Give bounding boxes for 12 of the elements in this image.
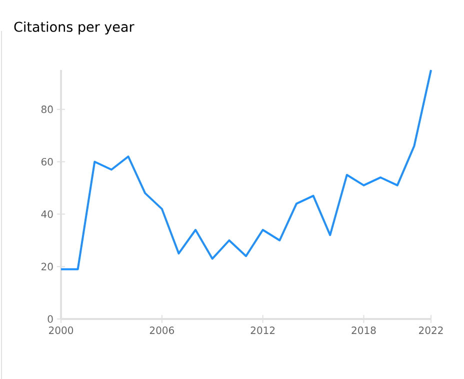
y-tick-label: 80 (41, 106, 53, 114)
x-tick-label: 2006 (150, 326, 174, 334)
line-series (60, 69, 432, 270)
x-tick-label: 2012 (250, 326, 275, 334)
y-tick-label: 0 (48, 315, 53, 323)
chart-title: Citations per year (14, 21, 134, 35)
y-tick-label: 60 (41, 158, 53, 166)
x-tick-label: 2022 (419, 326, 443, 334)
y-tick-label: 40 (41, 210, 53, 218)
x-tick-label: 2018 (352, 326, 376, 334)
x-tick-label: 2000 (49, 326, 74, 334)
y-tick-label: 20 (42, 262, 53, 270)
